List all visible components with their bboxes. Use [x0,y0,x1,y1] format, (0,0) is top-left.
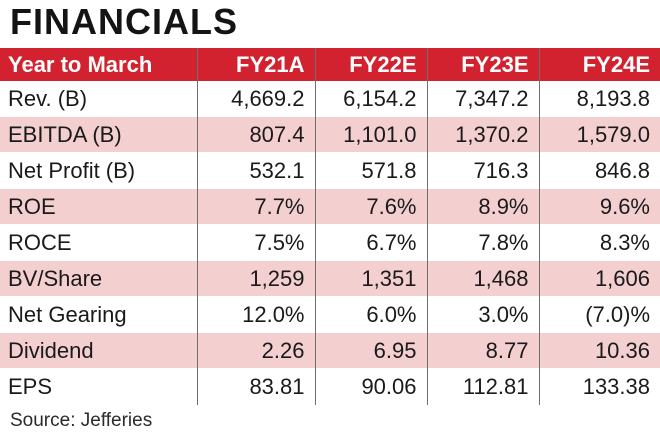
table-cell: 1,468 [426,260,539,297]
table-header-row: Year to March FY21A FY22E FY23E FY24E [0,48,660,81]
table-row-roce: ROCE 7.5% 6.7% 7.8% 8.3% [0,224,660,261]
table-cell: 1,370.2 [426,116,539,153]
table-cell: 7.5% [196,224,315,261]
table-cell: 8,193.8 [538,81,660,117]
source-note: Source: Jefferies [10,410,153,431]
table-cell: 571.8 [314,152,427,189]
table-row-roe: ROE 7.7% 7.6% 8.9% 9.6% [0,188,660,225]
table-row-eps: EPS 83.81 90.06 112.81 133.38 [0,368,660,405]
table-cell: 6.95 [314,332,427,369]
table-row-bv-share: BV/Share 1,259 1,351 1,468 1,606 [0,260,660,297]
table-cell: 83.81 [196,368,315,405]
table-cell: 112.81 [426,368,539,405]
row-label: EBITDA (B) [8,121,122,147]
table-cell: 1,579.0 [538,116,660,153]
column-header-year: Year to March [8,51,153,77]
table-cell: 2.26 [196,332,315,369]
table-cell: 7.8% [426,224,539,261]
table-cell: 6.0% [314,296,427,333]
table-cell: 10.36 [538,332,660,369]
row-label: Net Profit (B) [8,157,136,183]
table-row-revenue: Rev. (B) 4,669.2 6,154.2 7,347.2 8,193.8 [0,81,660,117]
column-header-fy24e: FY24E [538,48,660,81]
table-cell: 7,347.2 [426,81,539,117]
table-cell: 846.8 [538,152,660,189]
table-cell: 1,101.0 [314,116,427,153]
table-cell: (7.0)% [538,296,660,333]
row-label: ROE [8,193,56,219]
column-header-fy22e: FY22E [314,48,427,81]
row-label: Rev. (B) [8,85,88,111]
table-row-dividend: Dividend 2.26 6.95 8.77 10.36 [0,332,660,369]
row-label: EPS [8,373,53,399]
row-label: Dividend [8,337,94,363]
table-row-net-profit: Net Profit (B) 532.1 571.8 716.3 846.8 [0,152,660,189]
table-cell: 90.06 [314,368,427,405]
table-cell: 12.0% [196,296,315,333]
row-label: Net Gearing [8,301,127,327]
table-cell: 6,154.2 [314,81,427,117]
table-cell: 7.6% [314,188,427,225]
table-cell: 807.4 [196,116,315,153]
table-cell: 716.3 [426,152,539,189]
table-cell: 532.1 [196,152,315,189]
row-label: BV/Share [8,265,103,291]
table-row-ebitda: EBITDA (B) 807.4 1,101.0 1,370.2 1,579.0 [0,116,660,153]
table-cell: 8.3% [538,224,660,261]
table-cell: 133.38 [538,368,660,405]
financials-table: Year to March FY21A FY22E FY23E FY24E Re… [0,48,660,405]
column-header-fy23e: FY23E [426,48,539,81]
table-cell: 6.7% [314,224,427,261]
table-cell: 9.6% [538,188,660,225]
page-title: FINANCIALS [10,1,238,42]
table-cell: 1,606 [538,260,660,297]
table-cell: 3.0% [426,296,539,333]
table-cell: 4,669.2 [196,81,315,117]
table-cell: 1,259 [196,260,315,297]
column-header-fy21a: FY21A [196,48,315,81]
table-cell: 8.9% [426,188,539,225]
table-cell: 7.7% [196,188,315,225]
table-cell: 8.77 [426,332,539,369]
table-cell: 1,351 [314,260,427,297]
row-label: ROCE [8,229,72,255]
table-row-net-gearing: Net Gearing 12.0% 6.0% 3.0% (7.0)% [0,296,660,333]
